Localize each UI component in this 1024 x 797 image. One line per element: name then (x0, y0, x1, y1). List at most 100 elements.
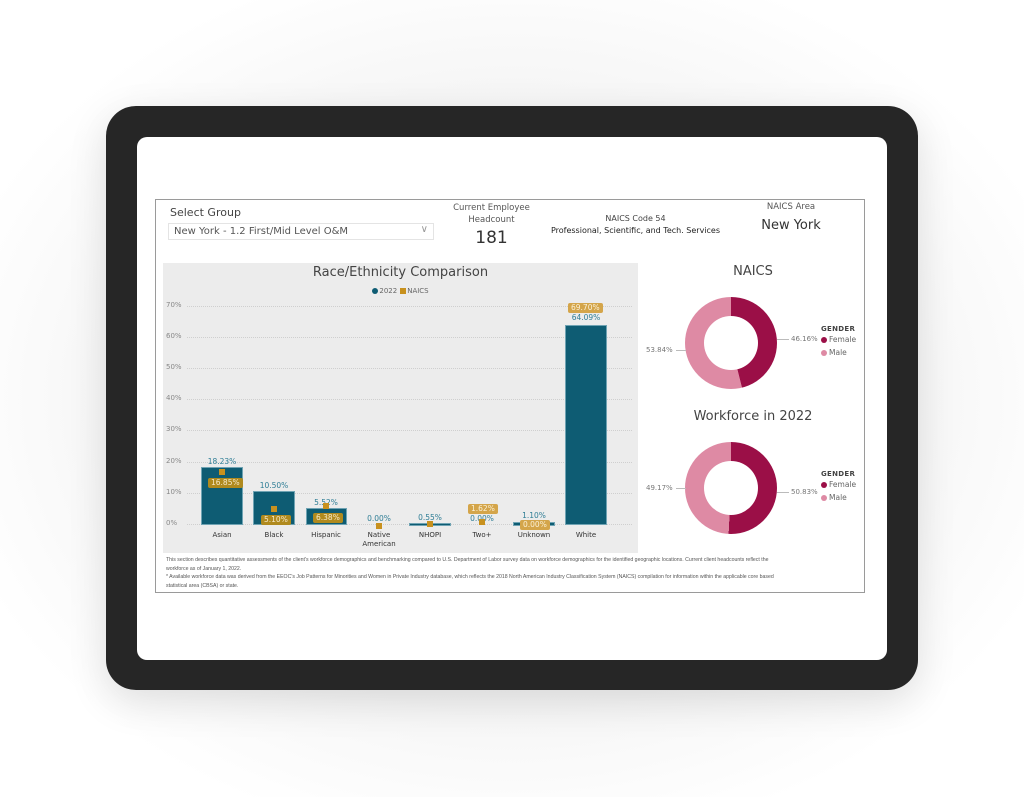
naics-marker-native-american[interactable] (376, 523, 382, 529)
leader-line (777, 339, 789, 340)
leader-line (676, 350, 686, 351)
naics-marker-hispanic[interactable] (323, 503, 329, 509)
bar-hispanic-value: 5.52% (296, 498, 356, 507)
legend-female-label: Female (829, 335, 857, 344)
bar-native-american-value: 0.00% (367, 514, 391, 523)
ytick-40: 40% (166, 394, 182, 402)
legend-title: GENDER (821, 325, 856, 333)
naics-area-card: NAICS Area New York (741, 202, 841, 233)
gridline (187, 306, 632, 307)
naics-female-pct: 46.16% (791, 335, 818, 343)
bar-asian-value: 18.23% (207, 457, 237, 466)
ytick-70: 70% (166, 301, 182, 309)
naics-marker-black[interactable] (271, 506, 277, 512)
workforce-gender-legend: GENDER Female Male (821, 470, 856, 504)
ytick-10: 10% (166, 488, 182, 496)
headcount-value: 181 (475, 228, 508, 248)
tablet-screen: Select Group New York - 1.2 First/Mid Le… (137, 137, 887, 660)
ytick-20: 20% (166, 457, 182, 465)
footnote: This section describes quantitative asse… (166, 556, 856, 590)
naics-male-pct: 53.84% (646, 346, 673, 354)
bar-nhopi-value: 0.55% (418, 513, 442, 522)
naics-donut-title: NAICS (733, 264, 773, 279)
bar-asian-2022[interactable] (201, 467, 243, 525)
bar-white-2022[interactable] (565, 325, 607, 525)
race-ethnicity-chart: Race/Ethnicity Comparison 2022 NAICS 70% … (163, 263, 638, 553)
legend-2022-label[interactable]: 2022 (379, 287, 398, 295)
xlabel-black: Black (264, 531, 284, 539)
naics-area-value: New York (761, 218, 821, 233)
workforce-gender-donut[interactable] (685, 442, 777, 534)
legend-item-male[interactable]: Male (821, 491, 856, 504)
gridline (187, 337, 632, 338)
chevron-down-icon[interactable]: ∨ (420, 224, 428, 235)
xlabel-unknown: Unknown (517, 531, 551, 539)
xlabel-native-american: Native American (349, 531, 409, 549)
bar-unknown-value: 1.10% (522, 511, 546, 520)
legend-female-label: Female (829, 480, 857, 489)
gridline (187, 368, 632, 369)
ytick-50: 50% (166, 363, 182, 371)
footnote-line-3: * Available workforce data was derived f… (166, 574, 774, 580)
footnote-line-2: workforce as of January 1, 2022. (166, 565, 242, 572)
legend-item-male[interactable]: Male (821, 346, 856, 359)
naics-marker-two-plus[interactable] (479, 519, 485, 525)
headcount-label-1: Current Employee (453, 203, 530, 213)
naics-gender-legend: GENDER Female Male (821, 325, 856, 359)
male-dot-icon (821, 350, 827, 356)
legend-male-label: Male (829, 493, 847, 502)
gridline (187, 493, 632, 494)
select-group-dropdown[interactable]: New York - 1.2 First/Mid Level O&M ∨ (168, 223, 434, 240)
bar-two-plus-value: 0.00% (452, 514, 512, 523)
xlabel-two-plus: Two+ (472, 531, 492, 539)
naics-code-description: Professional, Scientific, and Tech. Serv… (550, 226, 721, 235)
gridline (187, 430, 632, 431)
legend-naics-label[interactable]: NAICS (407, 287, 429, 295)
xlabel-asian: Asian (212, 531, 232, 539)
footnote-line-1: This section describes quantitative asse… (166, 557, 769, 563)
legend-title: GENDER (821, 470, 856, 478)
legend-item-female[interactable]: Female (821, 333, 856, 346)
xlabel-native-american-line1: Native (367, 531, 391, 539)
naics-gender-donut[interactable] (685, 297, 777, 389)
female-dot-icon (821, 482, 827, 488)
naics-area-label: NAICS Area (766, 202, 816, 212)
legend-2022-marker-icon (372, 288, 379, 294)
naics-asian-value: 16.85% (208, 478, 243, 488)
headcount-card: Current Employee Headcount 181 (444, 202, 539, 248)
tablet-bezel: Select Group New York - 1.2 First/Mid Le… (106, 106, 918, 690)
leader-line (676, 488, 686, 489)
naics-code-card: NAICS Code 54 Professional, Scientific, … (548, 213, 723, 237)
naics-marker-nhopi[interactable] (427, 521, 433, 527)
naics-black-value: 5.10% (261, 515, 291, 525)
naics-marker-asian[interactable] (219, 469, 225, 475)
naics-white-value: 69.70% (568, 303, 603, 313)
gridline (187, 462, 632, 463)
bar-black-value: 10.50% (259, 481, 289, 490)
chart-title: Race/Ethnicity Comparison (312, 265, 489, 280)
xlabel-nhopi: NHOPI (418, 531, 442, 539)
xlabel-native-american-line2: American (362, 540, 396, 548)
donut-hole (704, 461, 758, 515)
footnote-line-4: statistical area (CBSA) or state. (166, 582, 239, 589)
headcount-label-2: Headcount (468, 215, 515, 225)
male-dot-icon (821, 495, 827, 501)
donut-hole (704, 316, 758, 370)
naics-hispanic-value: 6.38% (313, 513, 343, 523)
xlabel-hispanic: Hispanic (311, 531, 341, 539)
naics-code-label: NAICS Code 54 (605, 214, 666, 223)
select-group-label: Select Group (170, 206, 241, 219)
chart-legend: 2022 NAICS (163, 287, 638, 295)
bar-white-value: 64.09% (571, 313, 601, 322)
gridline (187, 399, 632, 400)
ytick-0: 0% (166, 519, 178, 527)
xlabel-white: White (575, 531, 597, 539)
legend-naics-marker-icon (400, 288, 407, 294)
naics-unknown-value: 0.00% (520, 520, 550, 530)
female-dot-icon (821, 337, 827, 343)
legend-item-female[interactable]: Female (821, 478, 856, 491)
legend-male-label: Male (829, 348, 847, 357)
naics-two-plus-value: 1.62% (468, 504, 498, 514)
select-group-value: New York - 1.2 First/Mid Level O&M (174, 226, 349, 237)
ytick-30: 30% (166, 425, 182, 433)
